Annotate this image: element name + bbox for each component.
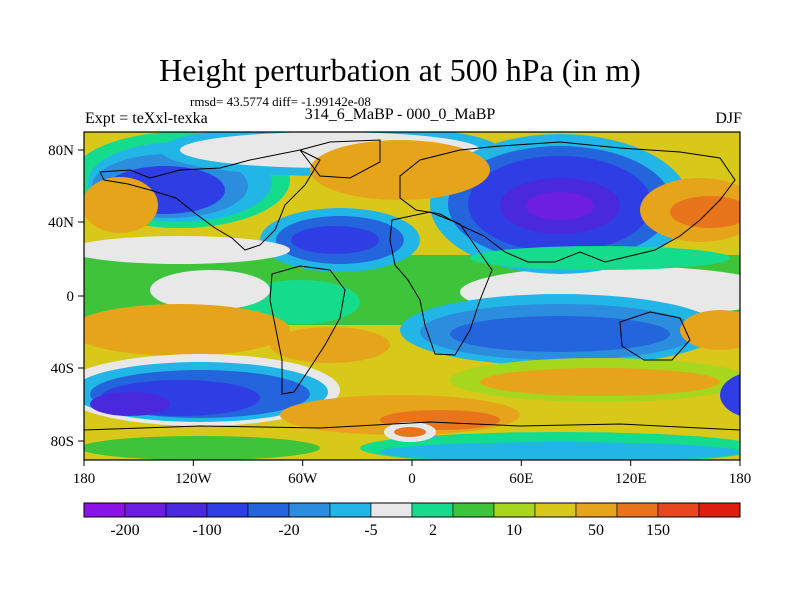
colorbar-swatch	[698, 502, 741, 518]
contour-field	[84, 132, 740, 460]
continent-outlines	[84, 139, 740, 431]
colorbar-frame	[83, 502, 741, 518]
africa-outline	[389, 211, 493, 356]
colorbar-swatch	[657, 502, 700, 518]
north-america-outline	[99, 149, 321, 251]
colorbar-swatch	[493, 502, 536, 518]
lon-label-180e: 180	[729, 471, 752, 487]
season-label: DJF	[715, 110, 742, 127]
colorbar-label: -200	[110, 522, 139, 539]
lon-label-120e: 120E	[615, 471, 647, 487]
colorbar-swatch	[124, 502, 167, 518]
colorbar-label: -100	[192, 522, 221, 539]
lat-label-80n: 80N	[48, 143, 74, 159]
colorbar-label: 50	[588, 522, 604, 539]
colorbar-label: 150	[646, 522, 670, 539]
south-america-outline	[269, 265, 346, 395]
lat-label-0: 0	[67, 289, 75, 305]
colorbar-swatch	[452, 502, 495, 518]
colorbar	[83, 502, 741, 518]
colorbar-swatch	[575, 502, 618, 518]
lat-label-40s: 40S	[51, 361, 74, 377]
australia-outline	[619, 311, 691, 361]
colorbar-swatch	[370, 502, 413, 518]
colorbar-swatch	[83, 502, 126, 518]
antarctica-outline	[84, 421, 740, 431]
lon-label-0: 0	[408, 471, 416, 487]
lon-label-180w: 180	[73, 471, 96, 487]
difference-label: 314_6_MaBP - 000_0_MaBP	[304, 106, 496, 123]
colorbar-label: 2	[429, 522, 437, 539]
eurasia-outline	[399, 141, 736, 263]
lon-label-60e: 60E	[509, 471, 533, 487]
lat-label-40n: 40N	[48, 215, 74, 231]
colorbar-swatch	[206, 502, 249, 518]
colorbar-swatch	[329, 502, 372, 518]
plot-title: Height perturbation at 500 hPa (in m)	[159, 52, 641, 88]
experiment-label: Expt = teXxl-texka	[85, 110, 208, 127]
greenland-outline	[299, 139, 381, 179]
colorbar-label: -5	[364, 522, 377, 539]
lat-label-80s: 80S	[51, 434, 74, 450]
colorbar-swatch	[534, 502, 577, 518]
colorbar-swatch	[288, 502, 331, 518]
lon-label-60w: 60W	[288, 471, 318, 487]
lon-label-120w: 120W	[175, 471, 213, 487]
rmsd-stats: rmsd= 43.5774 diff= -1.99142e-08	[190, 94, 371, 109]
colorbar-label: 10	[506, 522, 522, 539]
colorbar-swatch	[247, 502, 290, 518]
colorbar-swatch	[616, 502, 659, 518]
colorbar-label: -20	[278, 522, 299, 539]
colorbar-swatch	[165, 502, 208, 518]
colorbar-swatch	[411, 502, 454, 518]
